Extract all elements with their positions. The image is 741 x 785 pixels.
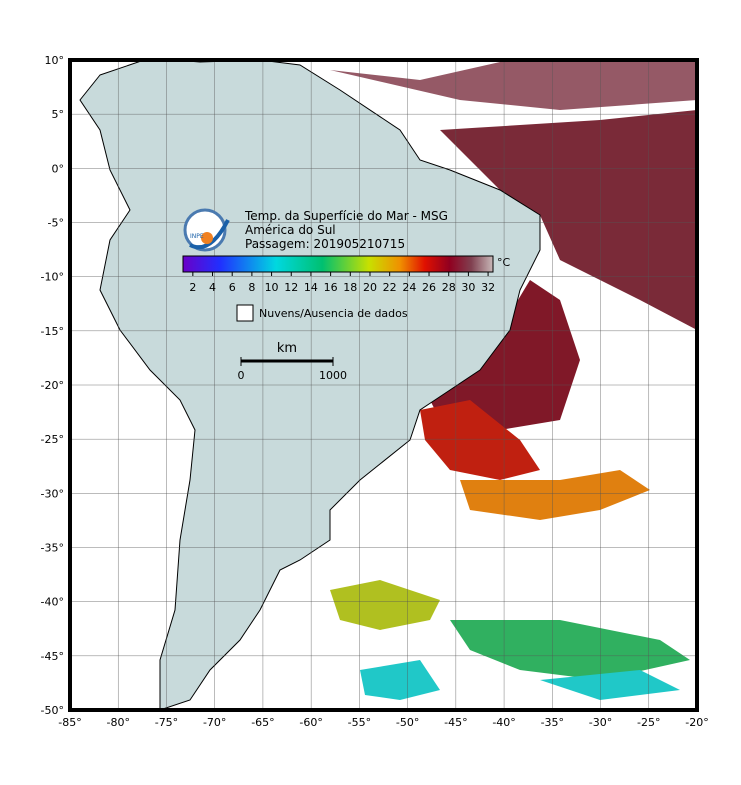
- scale-tick-label: 1000: [319, 369, 347, 382]
- lon-tick-label: -85°: [58, 716, 81, 729]
- colorbar-tick-label: 8: [248, 281, 255, 294]
- lon-tick-label: -65°: [251, 716, 274, 729]
- lon-tick-label: -25°: [637, 716, 660, 729]
- lon-tick-label: -35°: [541, 716, 564, 729]
- lat-tick-label: -25°: [41, 433, 64, 446]
- colorbar-tick-label: 6: [229, 281, 236, 294]
- colorbar-tick-label: 4: [209, 281, 216, 294]
- sst-warm: [330, 62, 697, 110]
- colorbar-tick-label: 26: [422, 281, 436, 294]
- title: Temp. da Superfície do Mar - MSG: [244, 209, 448, 223]
- sst-brazil: [430, 280, 580, 430]
- lat-tick-label: -5°: [48, 217, 64, 230]
- lat-tick-label: 10°: [45, 54, 65, 67]
- lon-tick-label: -40°: [492, 716, 515, 729]
- colorbar-tick-label: 2: [189, 281, 196, 294]
- lat-tick-label: 5°: [52, 108, 65, 121]
- sst-orange: [460, 470, 650, 520]
- sst-yellow: [330, 580, 440, 630]
- scale-unit: km: [277, 341, 297, 356]
- colorbar: [182, 255, 494, 273]
- logo-sun: [201, 232, 213, 244]
- lon-tick-label: -80°: [106, 716, 129, 729]
- no-data-swatch: [236, 304, 254, 322]
- colorbar-tick-label: 14: [304, 281, 318, 294]
- colorbar-tick-label: 30: [461, 281, 475, 294]
- lat-tick-label: -50°: [41, 704, 64, 717]
- colorbar-tick-label: 12: [284, 281, 298, 294]
- sst-south: [420, 400, 540, 480]
- lon-tick-label: -50°: [396, 716, 419, 729]
- pass: Passagem: 201905210715: [245, 237, 405, 251]
- lon-tick-label: -20°: [685, 716, 708, 729]
- colorbar-tick-label: 28: [442, 281, 456, 294]
- map-area: [70, 60, 697, 710]
- colorbar-unit: °C: [497, 256, 511, 269]
- logo-text: INPE: [190, 233, 204, 240]
- colorbar-tick-label: 24: [402, 281, 416, 294]
- no-data-label: Nuvens/Ausencia de dados: [259, 307, 408, 320]
- colorbar-tick-label: 32: [481, 281, 495, 294]
- lon-tick-label: -30°: [589, 716, 612, 729]
- sst-cyan: [360, 660, 680, 700]
- lat-tick-label: -10°: [41, 271, 64, 284]
- region: América do Sul: [245, 223, 336, 237]
- lat-tick-label: -45°: [41, 650, 64, 663]
- lat-tick-label: -40°: [41, 596, 64, 609]
- lon-tick-label: -60°: [299, 716, 322, 729]
- lat-tick-label: -20°: [41, 379, 64, 392]
- colorbar-tick-label: 16: [324, 281, 338, 294]
- lat-tick-label: -15°: [41, 325, 64, 338]
- scale-tick-label: 0: [238, 369, 245, 382]
- sst-green: [450, 620, 690, 680]
- lat-tick-label: 0°: [52, 162, 65, 175]
- logo: INPE: [183, 208, 230, 252]
- lon-tick-label: -55°: [348, 716, 371, 729]
- colorbar-tick-label: 18: [343, 281, 357, 294]
- lon-tick-label: -45°: [444, 716, 467, 729]
- map-frame: [68, 58, 699, 712]
- lon-tick-label: -70°: [203, 716, 226, 729]
- lat-tick-label: -35°: [41, 542, 64, 555]
- colorbar-tick-label: 20: [363, 281, 377, 294]
- lon-tick-label: -75°: [155, 716, 178, 729]
- colorbar-tick-label: 10: [265, 281, 279, 294]
- colorbar-tick-label: 22: [383, 281, 397, 294]
- lat-tick-label: -30°: [41, 487, 64, 500]
- logo-arrow: [189, 219, 230, 250]
